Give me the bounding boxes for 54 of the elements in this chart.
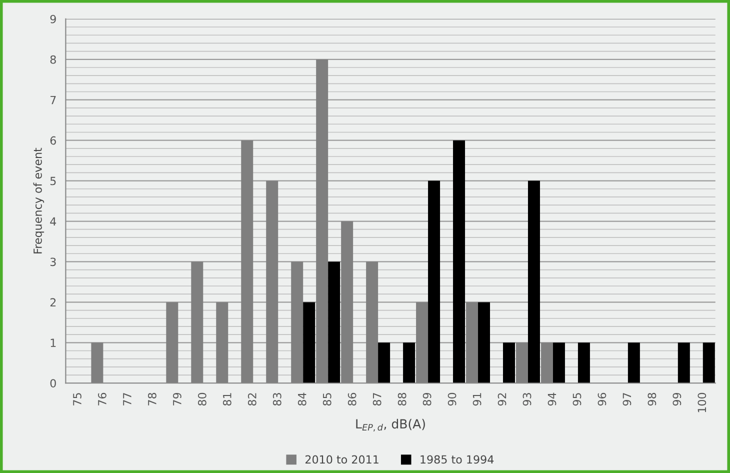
bar [403,342,416,384]
x-tick-label: 89 [422,392,432,406]
bar [578,342,590,384]
bar [628,342,640,384]
x-tick-label: 98 [648,392,656,406]
bar [503,342,515,384]
x-tick-label: 100 [698,392,706,412]
x-tick-label: 93 [522,393,532,406]
x-tick-label: 76 [98,392,106,406]
x-tick-label: 85 [322,393,332,406]
x-tick-label: 96 [598,392,606,406]
bar [378,342,390,384]
bar [702,342,715,384]
x-tick-label: 91 [472,393,482,406]
y-tick-label: 0 [50,379,56,388]
bar [428,180,440,384]
y-tick-label: 8 [50,55,56,64]
x-axis-title: L$_{EP,d}$, dB(A) [356,418,425,432]
x-tick-label: 90 [448,392,456,406]
y-tick-label: 3 [50,258,56,266]
y-tick-label: 1 [50,338,56,347]
x-tick-label: 75 [73,393,82,406]
x-tick-label: 78 [148,392,156,406]
y-tick-label: 4 [50,217,56,226]
y-tick-label: 7 [50,96,56,104]
x-tick-label: 79 [172,392,182,406]
bar [478,302,490,384]
x-tick-label: 83 [272,393,282,406]
x-tick-label: 77 [123,393,132,406]
x-tick-label: 84 [298,392,306,406]
x-tick-label: 95 [572,393,582,406]
x-tick-label: 97 [622,393,632,406]
x-tick-label: 86 [348,392,356,406]
x-tick-label: 92 [498,393,506,406]
y-tick-label: 5 [50,176,56,186]
legend-label: 2010 to 2011 [305,455,378,464]
y-tick-label: 2 [50,298,56,306]
bar [453,140,466,384]
x-tick-label: 82 [248,393,256,406]
x-tick-label: 94 [548,392,556,406]
y-axis-title: Frequency of event [33,148,44,254]
x-tick-label: 88 [398,392,406,406]
bar [528,180,540,384]
bar [328,262,340,384]
y-tick-label: 9 [50,14,56,24]
x-tick-label: 81 [222,393,232,406]
y-tick-label: 6 [50,136,56,145]
legend-label: 1985 to 1994 [420,455,494,464]
x-tick-label: 80 [198,392,206,406]
bar [552,342,565,384]
x-tick-label: 87 [372,393,382,406]
x-tick-label: 99 [672,392,682,406]
bar [678,342,690,384]
bar [303,302,316,384]
